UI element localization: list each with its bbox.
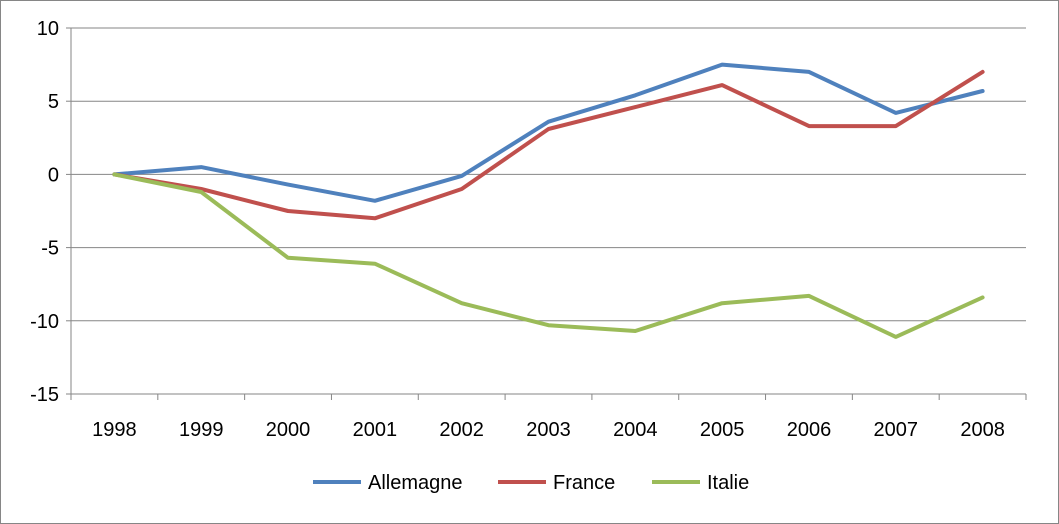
gridlines — [71, 27, 1026, 322]
y-tick-label: 10 — [37, 18, 59, 40]
legend-label: France — [553, 472, 615, 494]
x-axis-tick-labels: 1998 1999 2000 2001 2002 2003 2004 2005 2006 2007… — [92, 419, 1005, 441]
y-tick-label: 5 — [48, 91, 59, 113]
legend-label: Allemagne — [368, 472, 463, 494]
legend-label: Italie — [707, 472, 749, 494]
x-tick-label: 1998 — [92, 419, 137, 441]
x-tick-label: 2001 — [353, 419, 398, 441]
y-axis-tick-labels: 10 5 0 -5 -10 -15 — [30, 18, 59, 406]
series-line-italie — [112, 172, 985, 339]
x-tick-label: 2002 — [439, 419, 484, 441]
y-tick-label: -15 — [30, 384, 59, 406]
x-tick-label: 2006 — [787, 419, 832, 441]
legend: Allemagne France Italie — [313, 472, 749, 494]
y-tick-label: -5 — [41, 238, 59, 260]
y-tick-label: -10 — [30, 311, 59, 333]
x-tick-label: 2005 — [700, 419, 745, 441]
x-tick-label: 1999 — [179, 419, 224, 441]
x-tick-label: 2007 — [874, 419, 919, 441]
x-tick-label: 2000 — [266, 419, 311, 441]
y-tick-label: 0 — [48, 164, 59, 186]
series-line-france — [112, 69, 985, 221]
x-tick-label: 2003 — [526, 419, 571, 441]
series-line-allemagne — [112, 62, 985, 203]
x-tick-label: 2008 — [960, 419, 1005, 441]
x-tick-label: 2004 — [613, 419, 658, 441]
axes — [66, 27, 1027, 400]
series-lines — [112, 62, 985, 339]
